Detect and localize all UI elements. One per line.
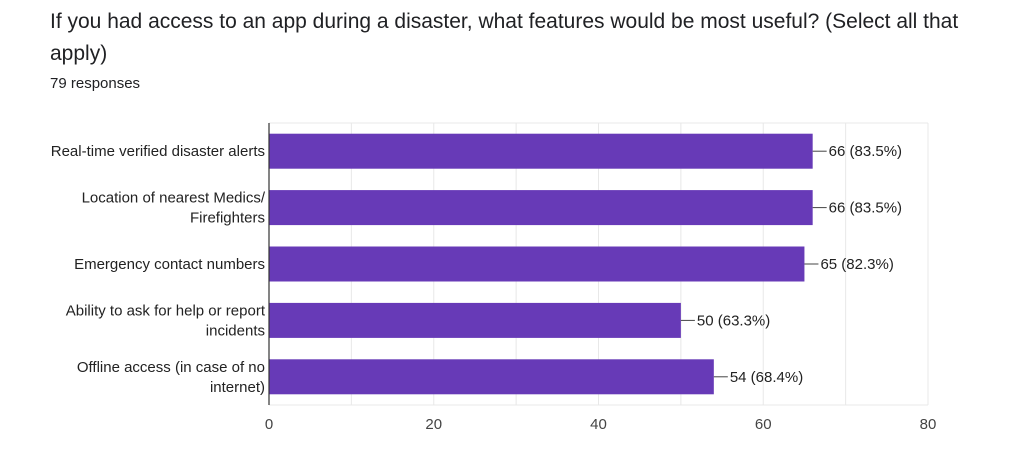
x-tick-label: 20 <box>425 416 442 433</box>
x-tick-label: 60 <box>755 416 772 433</box>
data-label: 54 (68.4%) <box>730 369 803 386</box>
category-label: Location of nearest Medics/Firefighters <box>82 190 266 227</box>
bar <box>269 190 813 226</box>
bar <box>269 302 681 338</box>
category-label: Emergency contact numbers <box>74 256 265 273</box>
category-label: Real-time verified disaster alerts <box>51 143 265 160</box>
x-tick-label: 80 <box>920 416 937 433</box>
bar <box>269 246 805 282</box>
response-count: 79 responses <box>50 75 141 92</box>
x-tick-label: 0 <box>265 416 273 433</box>
question-title: If you had access to an app during a dis… <box>50 10 959 65</box>
category-label: Ability to ask for help or report inciden… <box>66 302 266 339</box>
x-tick-label: 40 <box>590 416 607 433</box>
data-label: 66 (83.5%) <box>829 200 902 217</box>
bar <box>269 133 813 169</box>
category-label: Offline access (in case of no internet) <box>77 359 265 396</box>
bar <box>269 359 714 395</box>
data-label: 65 (82.3%) <box>820 256 893 273</box>
data-label: 50 (63.3%) <box>697 312 770 329</box>
data-label: 66 (83.5%) <box>829 143 902 160</box>
